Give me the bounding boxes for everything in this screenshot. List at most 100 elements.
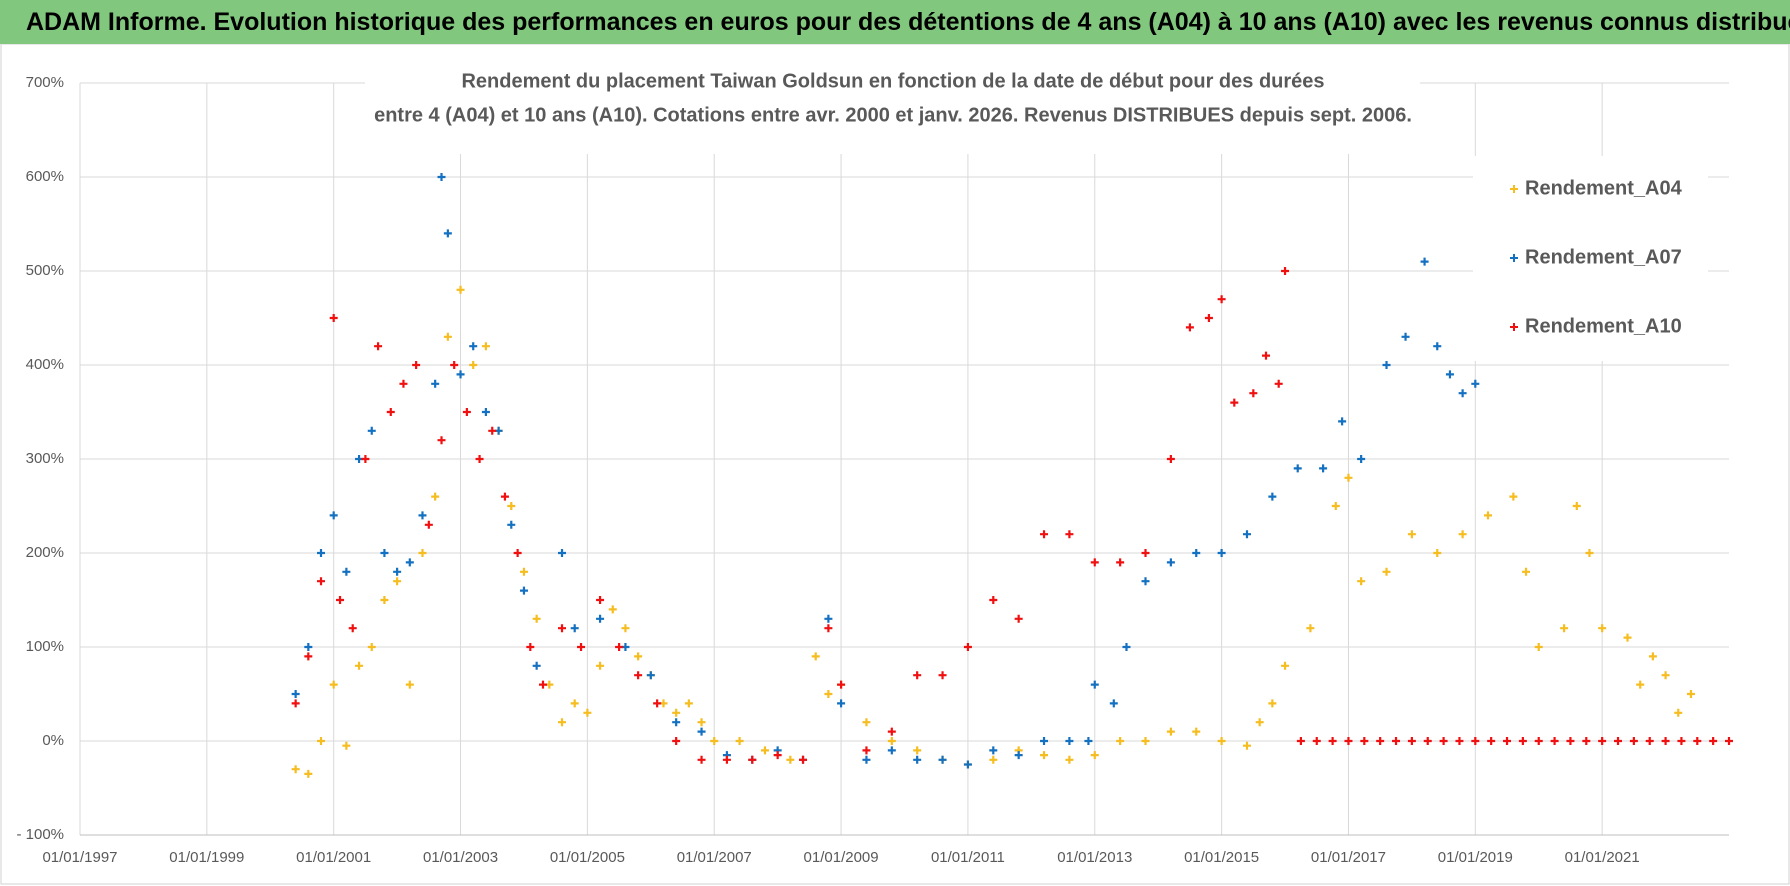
point: [989, 746, 998, 755]
point: [1293, 464, 1302, 473]
point: [405, 680, 414, 689]
point: [1122, 643, 1131, 651]
y-tick-label: 100%: [26, 638, 64, 655]
point: [672, 718, 681, 727]
point: [481, 342, 490, 351]
point: [1090, 751, 1099, 760]
point: [1686, 690, 1695, 698]
point: [393, 567, 402, 576]
y-tick-label: 600%: [26, 168, 64, 185]
point: [462, 408, 471, 416]
point: [519, 567, 528, 576]
y-tick-label: 700%: [26, 74, 64, 91]
legend-marker: [1510, 185, 1518, 193]
point: [538, 680, 547, 689]
point: [1518, 737, 1527, 745]
point: [1090, 680, 1099, 689]
point: [412, 361, 421, 369]
legend-label: Rendement_A04: [1525, 177, 1683, 199]
point: [1296, 737, 1305, 745]
point: [1090, 558, 1099, 567]
point: [596, 661, 605, 670]
point: [608, 605, 617, 614]
x-tick-label: 01/01/1997: [42, 849, 117, 866]
point: [963, 643, 972, 651]
point: [1445, 370, 1454, 379]
point: [1582, 737, 1591, 745]
point: [431, 492, 440, 501]
point: [1433, 342, 1442, 351]
point: [380, 596, 389, 604]
point: [367, 643, 376, 651]
point: [1674, 708, 1683, 717]
point: [1084, 737, 1093, 745]
point: [1192, 727, 1201, 736]
point: [1319, 464, 1328, 473]
point: [672, 737, 681, 745]
point: [1623, 633, 1632, 642]
point: [1392, 737, 1401, 745]
point: [938, 671, 947, 680]
point: [437, 436, 446, 445]
point: [469, 342, 478, 351]
point: [672, 708, 681, 717]
point: [532, 661, 541, 670]
point: [405, 558, 414, 567]
point: [431, 379, 440, 388]
point: [1040, 530, 1049, 539]
point: [1483, 511, 1492, 520]
point: [1522, 567, 1531, 576]
point: [748, 755, 757, 764]
legend-label: Rendement_A10: [1525, 315, 1682, 337]
point: [1109, 699, 1118, 708]
point: [1014, 751, 1023, 760]
point: [646, 671, 655, 680]
point: [1376, 737, 1385, 745]
point: [596, 614, 605, 623]
point: [1331, 502, 1340, 510]
point: [1166, 558, 1175, 567]
point: [1458, 530, 1467, 539]
point: [1312, 737, 1321, 745]
point: [913, 746, 922, 755]
point: [418, 549, 427, 557]
point: [1281, 661, 1290, 670]
point: [913, 671, 922, 680]
point: [963, 760, 972, 769]
point: [1040, 737, 1049, 745]
point: [1471, 737, 1480, 745]
point: [1204, 314, 1213, 322]
point: [526, 643, 535, 651]
x-tick-label: 01/01/1999: [169, 849, 244, 866]
point: [1166, 727, 1175, 736]
point: [697, 755, 706, 764]
point: [1598, 737, 1607, 745]
point: [786, 755, 795, 764]
point: [1357, 577, 1366, 586]
title-box: [365, 62, 1420, 154]
point: [1274, 379, 1283, 388]
point: [811, 652, 820, 661]
point: [291, 765, 300, 774]
point: [1166, 455, 1175, 463]
point: [862, 755, 871, 764]
point: [1065, 737, 1074, 745]
x-tick-label: 01/01/2011: [931, 849, 1005, 866]
point: [507, 502, 516, 510]
point: [1636, 680, 1645, 689]
point: [1455, 737, 1464, 745]
point: [336, 596, 345, 604]
point: [634, 652, 643, 661]
point: [697, 718, 706, 727]
chart-subtitle: entre 4 (A04) et 10 ans (A10). Cotations…: [374, 104, 1412, 126]
point: [329, 680, 338, 689]
point: [1420, 257, 1429, 266]
point: [1509, 492, 1518, 501]
point: [1249, 389, 1258, 398]
point: [1629, 737, 1638, 745]
point: [710, 737, 719, 745]
series: [291, 267, 1733, 764]
point: [513, 549, 522, 557]
point: [887, 727, 896, 736]
point: [450, 361, 459, 369]
